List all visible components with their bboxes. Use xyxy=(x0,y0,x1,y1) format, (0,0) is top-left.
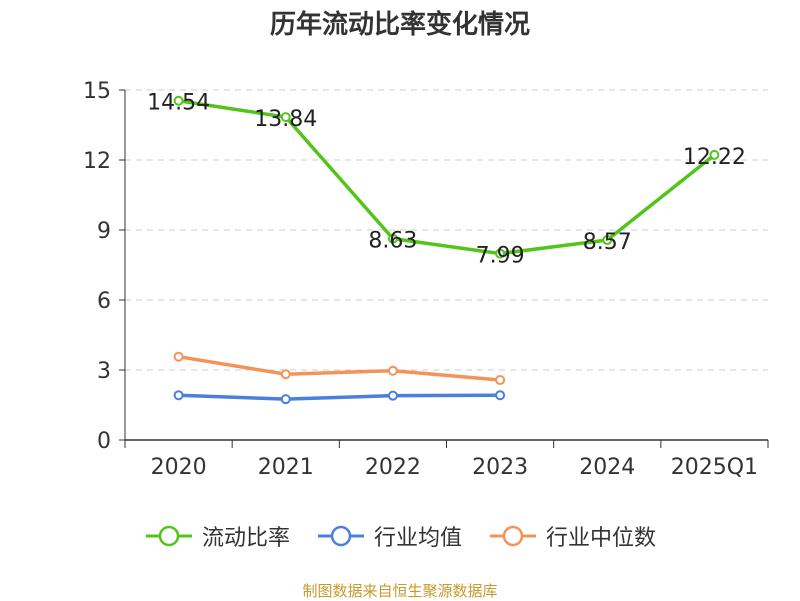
data-point xyxy=(280,112,291,123)
data-label: 14.54 xyxy=(147,91,210,116)
legend-item-industry-median[interactable]: 行业中位数 xyxy=(488,520,656,552)
legend-item-current-ratio[interactable]: 流动比率 xyxy=(144,520,290,552)
data-point xyxy=(495,248,506,259)
data-point xyxy=(495,390,506,401)
series-line-1 xyxy=(178,393,501,401)
data-point xyxy=(387,390,398,401)
data-point xyxy=(173,351,184,362)
legend-swatch-current-ratio xyxy=(145,525,192,547)
x-tick-label: 2024 xyxy=(579,455,635,480)
y-tick-label: 6 xyxy=(97,289,111,314)
x-tick-label: 2020 xyxy=(151,455,207,480)
grid-lines xyxy=(125,89,768,371)
series-line-0 xyxy=(178,99,716,256)
data-point xyxy=(280,394,291,405)
data-label: 7.99 xyxy=(476,244,525,269)
legend-item-industry-mean[interactable]: 行业均值 xyxy=(316,520,462,552)
y-tick-label: 3 xyxy=(97,359,111,384)
data-point xyxy=(495,375,506,386)
legend-label-current-ratio: 流动比率 xyxy=(201,526,290,551)
data-point xyxy=(387,365,398,376)
series-line-2 xyxy=(178,354,501,382)
data-label: 12.22 xyxy=(683,145,746,170)
legend: 流动比率 行业均值 行业中位数 xyxy=(0,520,800,552)
data-point xyxy=(602,235,613,246)
data-labels: 14.54 13.84 8.63 7.99 8.57 12.22 xyxy=(147,91,746,269)
x-tick-label: 2023 xyxy=(472,455,528,480)
legend-swatch-industry-mean xyxy=(317,525,364,547)
y-tick-label: 9 xyxy=(97,219,111,244)
data-point xyxy=(173,95,184,106)
chart-title: 历年流动比率变化情况 xyxy=(269,10,530,40)
legend-label-industry-mean: 行业均值 xyxy=(373,526,462,551)
data-label: 13.84 xyxy=(254,107,317,132)
legend-swatch-industry-median xyxy=(490,525,536,547)
x-tick-label: 2022 xyxy=(365,455,421,480)
x-tick-label: 2021 xyxy=(258,455,314,480)
y-tick-label: 0 xyxy=(97,429,111,454)
data-point xyxy=(280,369,291,380)
x-tick-label: 2025Q1 xyxy=(671,455,758,480)
axes: 0 3 6 9 12 15 2020 2021 2022 2023 2024 2025Q1 xyxy=(83,79,769,480)
data-label: 8.63 xyxy=(368,229,417,254)
source-note: 制图数据来自恒生聚源数据库 xyxy=(302,582,498,600)
data-label: 8.57 xyxy=(583,230,632,255)
data-point xyxy=(387,233,398,244)
legend-label-industry-median: 行业中位数 xyxy=(546,526,657,551)
series-lines xyxy=(173,95,720,405)
y-tick-label: 12 xyxy=(83,149,111,174)
data-point xyxy=(709,149,720,160)
y-tick-label: 15 xyxy=(83,79,111,104)
data-point xyxy=(173,390,184,401)
